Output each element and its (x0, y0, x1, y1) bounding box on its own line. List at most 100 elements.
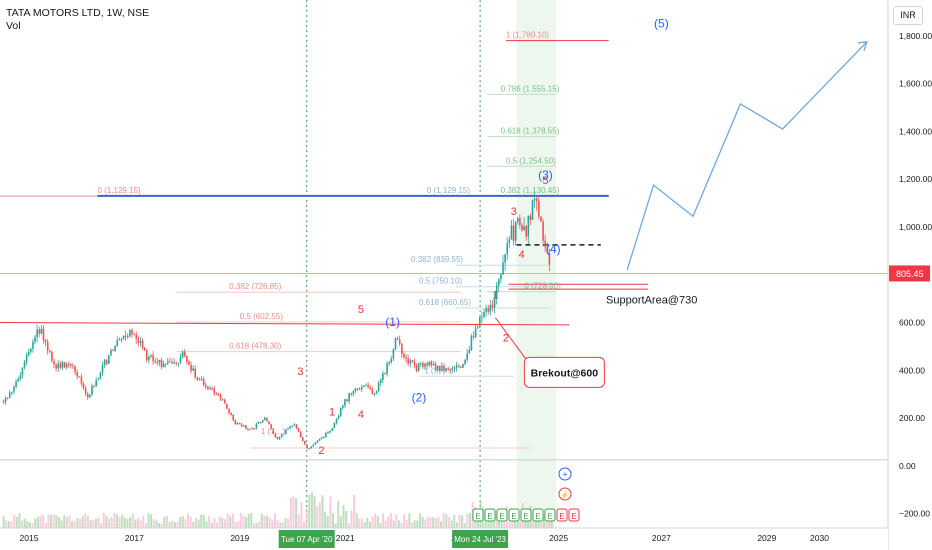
volume-bar (171, 520, 174, 530)
volume-bar (276, 520, 279, 530)
earnings-icon[interactable] (520, 508, 532, 522)
earnings-icon[interactable] (544, 508, 556, 522)
candle (373, 393, 376, 395)
volume-bar (387, 516, 390, 530)
time-axis[interactable] (0, 528, 888, 550)
earnings-icon[interactable] (484, 508, 496, 522)
candle (21, 367, 24, 376)
candle (221, 399, 224, 401)
candle (392, 349, 395, 359)
candle (261, 420, 264, 423)
volume-bar (229, 516, 232, 530)
projection-path (626, 41, 868, 271)
earnings-icon[interactable] (472, 508, 484, 522)
candle (527, 215, 530, 237)
earnings-icon[interactable] (532, 508, 544, 522)
fib-level-label: 1 (1,780.10) (506, 31, 549, 40)
volume-bar (545, 518, 548, 530)
candle (110, 349, 112, 356)
candle (99, 372, 102, 380)
volume-bar (447, 516, 450, 530)
volume-bar (76, 518, 79, 530)
volume-bar (23, 518, 26, 530)
candle (382, 373, 384, 381)
event-icon[interactable] (558, 467, 572, 481)
candle (164, 363, 167, 365)
candle (173, 362, 175, 364)
candle (226, 403, 228, 409)
candle (325, 432, 327, 437)
volume-bar (305, 508, 308, 530)
volume-bar (519, 521, 522, 530)
volume-bar (147, 513, 150, 530)
volume-bar (318, 502, 321, 530)
candle (84, 388, 87, 394)
y-tick-label: −200.00 (899, 509, 930, 519)
candle (116, 340, 119, 347)
candle (329, 430, 331, 433)
candle (403, 353, 405, 358)
candle (38, 329, 41, 334)
volume-bar (458, 514, 461, 530)
candle (6, 397, 9, 399)
candle (274, 433, 277, 438)
earnings-icon: E (535, 512, 540, 521)
candle (95, 380, 97, 386)
candle (462, 363, 464, 368)
volume-bar (7, 521, 10, 530)
volume-bar (434, 518, 437, 530)
volume-bar (144, 523, 147, 530)
fib-level-label: 0.618 (478.30) (229, 342, 281, 351)
volume-bar (540, 522, 543, 530)
callout-pointer (494, 317, 529, 363)
earnings-icon: E (571, 512, 576, 521)
candle (523, 226, 525, 231)
candle (538, 200, 540, 217)
candle (407, 358, 409, 364)
candle (384, 373, 386, 375)
volume-bar (129, 517, 132, 530)
candle (207, 386, 209, 389)
volume-bar (110, 517, 113, 530)
earnings-icon[interactable] (508, 508, 520, 522)
split-icon[interactable] (558, 487, 572, 501)
candle (371, 389, 374, 394)
currency-button[interactable]: INR (893, 6, 923, 25)
volume-bar (10, 521, 13, 530)
candle (417, 363, 420, 371)
x-tick-label: 2025 (549, 533, 568, 543)
candle (455, 365, 458, 368)
earnings-icon[interactable] (496, 508, 508, 522)
candle (451, 368, 454, 371)
candle (270, 424, 272, 430)
volume-bar (126, 518, 129, 530)
volume-bar (347, 523, 350, 530)
candle (493, 298, 496, 308)
volume-bar (284, 518, 287, 530)
volume-bar (57, 517, 60, 530)
candle (479, 317, 481, 328)
candle (335, 419, 338, 424)
x-tick-label: 2027 (652, 533, 671, 543)
wave-label: (4) (546, 242, 561, 256)
candle (426, 363, 428, 366)
candle (512, 225, 515, 241)
volume-bar (152, 519, 155, 530)
candle (251, 428, 253, 430)
volume-bar (189, 516, 192, 530)
earnings-icon[interactable] (568, 508, 580, 522)
volume-bar (187, 513, 190, 530)
candle (514, 221, 517, 241)
volume-bar (437, 517, 440, 530)
candle (312, 444, 315, 447)
volume-bar (360, 518, 363, 530)
volume-bar (358, 518, 361, 530)
candle (46, 342, 49, 351)
earnings-icon[interactable] (556, 508, 568, 522)
y-tick-label: 1,000.00 (899, 222, 932, 232)
volume-bar (310, 492, 313, 530)
candle (506, 243, 509, 255)
candle (519, 218, 521, 226)
